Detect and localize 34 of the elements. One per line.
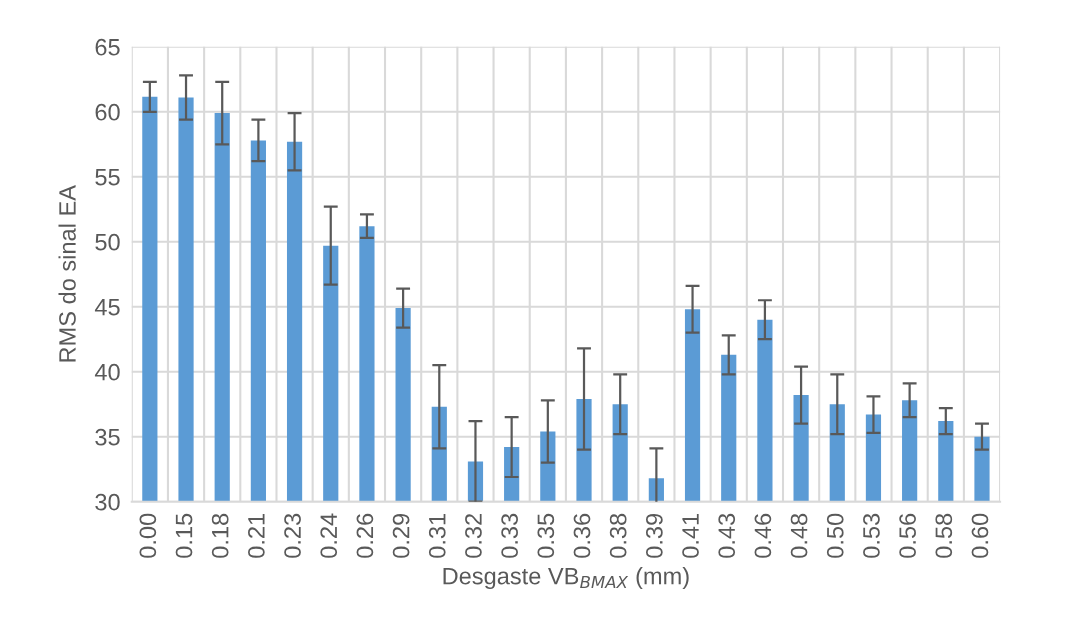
- y-tick-label: 50: [95, 233, 120, 251]
- x-tick-label: 0.46: [754, 513, 772, 558]
- x-tick-label: 0.48: [790, 513, 808, 558]
- x-tick-label: 0.50: [826, 513, 844, 558]
- x-tick-label: 0.23: [284, 513, 301, 558]
- y-tick-label: 45: [94, 299, 120, 316]
- x-tick-label: 0.29: [392, 513, 410, 558]
- x-tick-label: 0.41: [682, 513, 699, 558]
- x-tick-label: 0.43: [718, 513, 736, 558]
- x-tick-label: 0.36: [573, 513, 591, 558]
- x-tick-label: 0.53: [863, 513, 880, 558]
- x-tick-label: 0.58: [935, 513, 953, 558]
- x-tick-label: 0.39: [645, 513, 663, 558]
- y-tick-label: 55: [95, 169, 120, 186]
- y-tick-label: 35: [95, 428, 120, 446]
- y-tick-label: 30: [95, 493, 120, 511]
- x-tick-label: 0.21: [248, 513, 265, 558]
- x-tick-label: 0.33: [501, 513, 518, 558]
- x-tick-label: 0.26: [356, 513, 374, 558]
- y-tick-label: 40: [94, 363, 120, 381]
- x-tick-label: 0.24: [320, 513, 338, 558]
- y-tick-label: 65: [95, 38, 120, 56]
- x-tick-label: 0.00: [139, 513, 157, 558]
- x-tick-label: 0.56: [899, 513, 916, 558]
- x-tick-label: 0.31: [428, 513, 446, 558]
- x-tick-label: 0.15: [175, 513, 193, 558]
- x-tick-label: 0.18: [211, 513, 229, 558]
- x-axis-title: Desgaste VB$_{BMAX}$ (mm): [443, 567, 689, 590]
- x-tick-label: 0.38: [609, 513, 627, 558]
- x-tick-label: 0.32: [465, 513, 482, 558]
- x-tick-label: 0.60: [971, 513, 989, 558]
- x-tick-label: 0.35: [537, 513, 555, 558]
- y-tick-label: 60: [95, 103, 120, 121]
- y-axis-title: RMS do sinal EA: [58, 185, 76, 362]
